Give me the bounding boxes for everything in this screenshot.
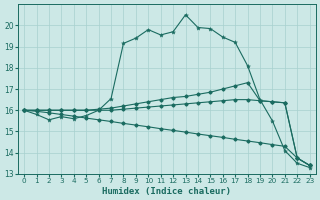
X-axis label: Humidex (Indice chaleur): Humidex (Indice chaleur)	[102, 187, 231, 196]
